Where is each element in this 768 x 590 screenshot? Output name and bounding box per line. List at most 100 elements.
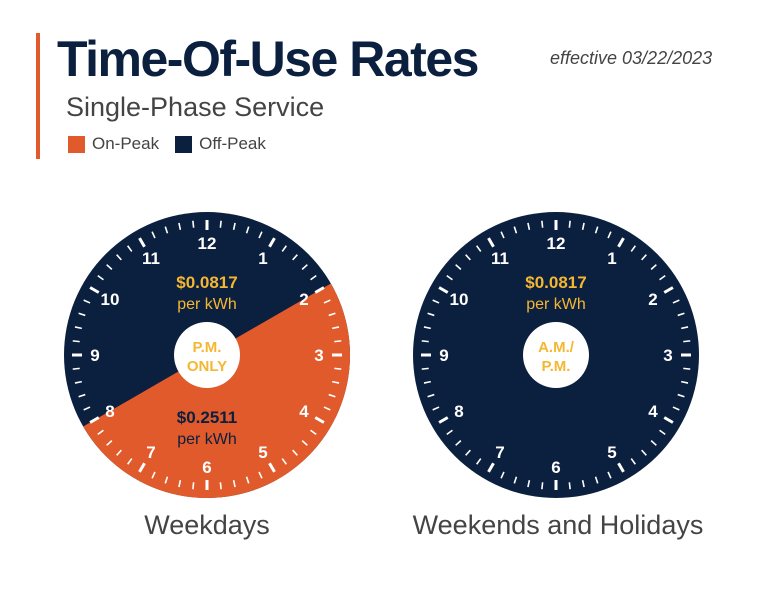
minute-tick	[323, 406, 331, 411]
minute-tick	[310, 275, 317, 281]
minute-tick	[455, 440, 462, 446]
hour-label: 10	[101, 290, 120, 309]
hour-label: 9	[90, 346, 99, 365]
on-peak-segment	[83, 283, 350, 498]
center-badge	[174, 322, 240, 388]
minute-tick	[432, 299, 440, 304]
minute-tick	[513, 476, 518, 484]
minute-tick	[630, 458, 636, 465]
effective-date: effective 03/22/2023	[550, 48, 713, 68]
hour-tick	[89, 416, 100, 424]
minute-tick	[659, 275, 666, 281]
minute-tick	[83, 299, 91, 304]
minute-tick	[683, 367, 691, 370]
minute-tick	[334, 340, 342, 343]
minute-tick	[672, 406, 680, 411]
minute-tick	[328, 393, 336, 398]
minute-tick	[164, 226, 169, 234]
minute-tick	[245, 476, 250, 484]
hour-label: 3	[314, 346, 323, 365]
hour-tick	[268, 462, 276, 473]
minute-tick	[151, 231, 156, 239]
minute-tick	[541, 482, 544, 490]
hour-tick	[487, 237, 495, 248]
off-peak-unit: per kWh	[526, 296, 586, 313]
hour-label: 6	[202, 458, 211, 477]
minute-tick	[500, 231, 505, 239]
center-label-line2: P.M.	[542, 358, 571, 375]
minute-tick	[281, 245, 287, 252]
hour-tick	[268, 237, 276, 248]
hour-label: 7	[495, 443, 504, 462]
hour-tick	[138, 462, 146, 473]
minute-tick	[500, 471, 505, 479]
minute-tick	[659, 429, 666, 435]
minute-tick	[301, 264, 308, 270]
minute-tick	[607, 471, 612, 479]
minute-tick	[446, 429, 453, 435]
hour-label: 1	[258, 249, 267, 268]
hour-label: 6	[551, 458, 560, 477]
minute-tick	[258, 471, 263, 479]
minute-tick	[594, 226, 599, 234]
minute-tick	[97, 429, 104, 435]
minute-tick	[594, 476, 599, 484]
off-peak-swatch	[175, 135, 193, 153]
hour-tick	[663, 286, 674, 294]
minute-tick	[258, 231, 263, 239]
minute-tick	[681, 326, 689, 330]
minute-tick	[97, 275, 104, 281]
hour-label: 10	[450, 290, 469, 309]
minute-tick	[116, 254, 122, 261]
minute-tick	[332, 326, 340, 330]
minute-tick	[151, 471, 156, 479]
legend-item-on-peak: On-Peak	[68, 134, 159, 154]
legend-label: On-Peak	[92, 134, 160, 153]
legend-label: Off-Peak	[199, 134, 266, 153]
minute-tick	[328, 312, 336, 317]
minute-tick	[219, 220, 222, 228]
minute-tick	[116, 449, 122, 456]
hour-label: 12	[547, 234, 566, 253]
minute-tick	[476, 245, 482, 252]
minute-tick	[192, 482, 195, 490]
hour-label: 5	[607, 443, 616, 462]
minute-tick	[127, 245, 133, 252]
minute-tick	[650, 264, 657, 270]
minute-tick	[465, 449, 471, 456]
minute-tick	[446, 275, 453, 281]
minute-tick	[332, 380, 340, 384]
minute-tick	[527, 480, 531, 488]
minute-tick	[232, 222, 236, 230]
hour-label: 12	[198, 234, 217, 253]
minute-tick	[476, 458, 482, 465]
minute-tick	[192, 220, 195, 228]
minute-tick	[641, 254, 647, 261]
weekend-caption: Weekends and Holidays	[412, 510, 704, 540]
hour-label: 8	[454, 402, 463, 421]
minute-tick	[245, 226, 250, 234]
minute-tick	[465, 254, 471, 261]
hour-label: 8	[105, 402, 114, 421]
minute-tick	[455, 264, 462, 270]
minute-tick	[541, 220, 544, 228]
minute-tick	[106, 264, 113, 270]
minute-tick	[423, 326, 431, 330]
minute-tick	[232, 480, 236, 488]
hour-tick	[314, 286, 325, 294]
minute-tick	[672, 299, 680, 304]
page-title: Time-Of-Use Rates	[57, 31, 479, 87]
minute-tick	[568, 482, 571, 490]
minute-tick	[301, 440, 308, 446]
minute-tick	[427, 393, 435, 398]
minute-tick	[421, 340, 429, 343]
hour-label: 2	[648, 290, 657, 309]
minute-tick	[527, 222, 531, 230]
hour-tick	[438, 286, 449, 294]
hour-tick	[89, 286, 100, 294]
on-peak-rate: $0.2511	[177, 408, 238, 427]
hour-tick	[617, 237, 625, 248]
minute-tick	[677, 393, 685, 398]
hour-label: 9	[439, 346, 448, 365]
